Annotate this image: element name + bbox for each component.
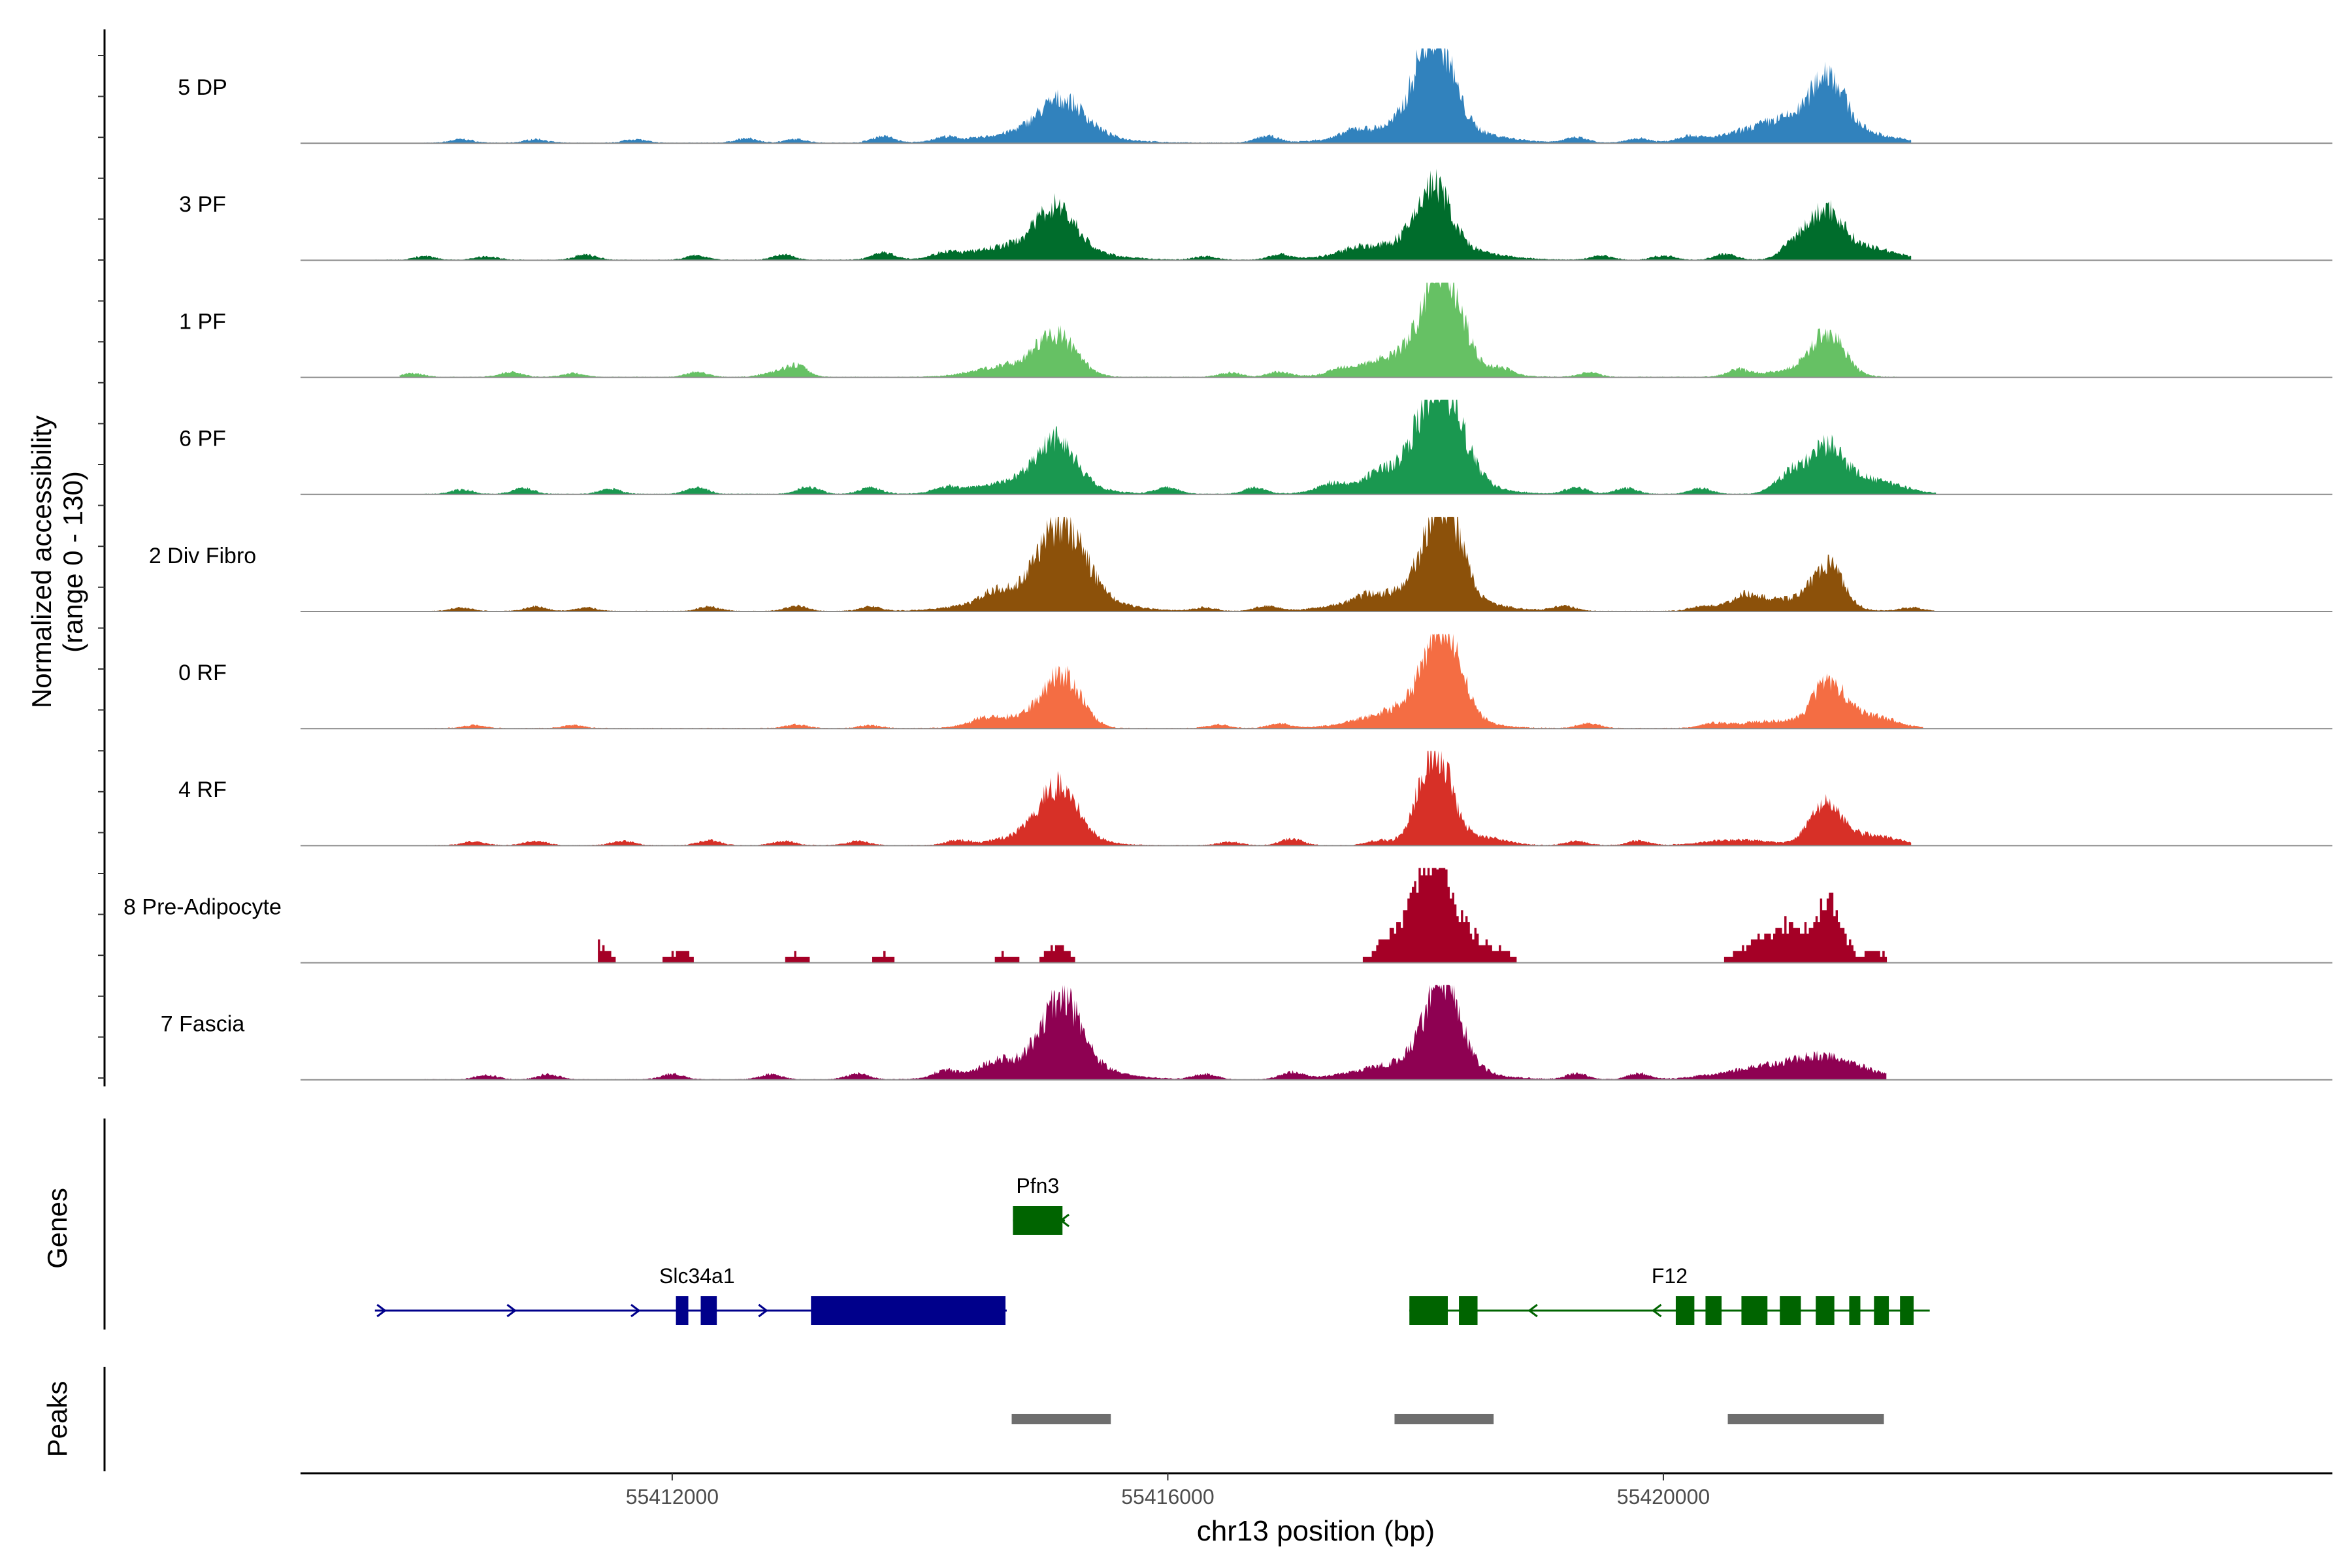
track-label: 0 RF: [178, 661, 227, 685]
peak-region: [1011, 1414, 1111, 1424]
track-label: 7 Fascia: [161, 1012, 245, 1037]
coverage-area: [424, 399, 1936, 495]
peak-region: [1727, 1414, 1884, 1424]
track-1-pf: 1 PF: [179, 282, 2332, 378]
coverage-area: [424, 985, 1887, 1080]
y-axis-label-line1: Normalized accessibility: [26, 416, 57, 708]
peaks-track: [103, 1367, 1884, 1471]
exon: [811, 1296, 1006, 1325]
peak-region: [1394, 1414, 1494, 1424]
track-2-div-fibro: 2 Div Fibro: [149, 517, 2332, 612]
coverage-area: [424, 751, 1912, 846]
x-axis: 55412000 55416000 55420000: [98, 29, 2332, 1509]
x-tick-label: 55416000: [1121, 1485, 1214, 1509]
y-axis-label-line2: (range 0 - 130): [57, 471, 88, 653]
x-tick-label: 55420000: [1617, 1485, 1710, 1509]
gene-annotation-track: Pfn3 Slc34a1 F12: [103, 1119, 1930, 1330]
track-label: 8 Pre-Adipocyte: [123, 894, 282, 919]
x-tick-label: 55412000: [626, 1485, 719, 1509]
track-label: 4 RF: [178, 777, 227, 802]
track-label: 5 DP: [178, 75, 227, 100]
track-label: 1 PF: [179, 309, 226, 334]
exon: [1705, 1296, 1722, 1325]
track-6-pf: 6 PF: [179, 399, 2332, 495]
exon: [1849, 1296, 1861, 1325]
track-5-dp: 5 DP: [178, 48, 2332, 144]
track-3-pf: 3 PF: [179, 169, 2332, 261]
x-axis-title: chr13 position (bp): [1197, 1515, 1435, 1547]
exon: [1874, 1296, 1889, 1325]
strand-arrow-icon: [376, 1303, 387, 1318]
exon: [1900, 1296, 1914, 1325]
strand-arrow-icon: [758, 1303, 768, 1318]
peaks-axis-label: Peaks: [42, 1381, 73, 1458]
exon: [1816, 1296, 1835, 1325]
exon: [676, 1296, 689, 1325]
coverage-area: [424, 517, 1936, 612]
coverage-area: [374, 169, 1912, 261]
gene-label: Slc34a1: [659, 1264, 735, 1288]
gene-slc34a1: Slc34a1: [374, 1264, 1007, 1325]
exon: [1459, 1296, 1478, 1325]
coverage-area: [424, 48, 1912, 144]
exon: [1013, 1206, 1063, 1235]
track-8-pre-adipocyte: 8 Pre-Adipocyte: [123, 868, 2332, 964]
exon: [1409, 1296, 1448, 1325]
strand-arrow-icon: [1527, 1303, 1538, 1318]
gene-label: F12: [1652, 1264, 1688, 1288]
coverage-area: [424, 634, 1923, 729]
track-label: 2 Div Fibro: [149, 544, 256, 568]
track-7-fascia: 7 Fascia: [161, 985, 2332, 1081]
track-label: 3 PF: [179, 192, 226, 217]
strand-arrow-icon: [506, 1303, 517, 1318]
gene-f12: F12: [1409, 1264, 1930, 1325]
exon: [1780, 1296, 1801, 1325]
exon: [1741, 1296, 1768, 1325]
track-0-rf: 0 RF: [178, 634, 2332, 730]
strand-arrow-icon: [1651, 1303, 1662, 1318]
coverage-tracks: 5 DP 3 PF 1 PF 6 PF 2 Div Fibro 0 RF 4 RF 8 Pre…: [123, 48, 2332, 1081]
genes-axis-label: Genes: [42, 1188, 73, 1269]
coverage-area: [399, 282, 1899, 378]
track-label: 6 PF: [179, 427, 226, 451]
exon: [1675, 1296, 1695, 1325]
gene-pfn3: Pfn3: [1013, 1174, 1070, 1235]
track-4-rf: 4 RF: [178, 751, 2332, 847]
exon: [700, 1296, 717, 1325]
coverage-area: [598, 868, 1887, 963]
strand-arrow-icon: [1059, 1213, 1070, 1228]
strand-arrow-icon: [630, 1303, 641, 1318]
gene-label: Pfn3: [1016, 1174, 1059, 1198]
